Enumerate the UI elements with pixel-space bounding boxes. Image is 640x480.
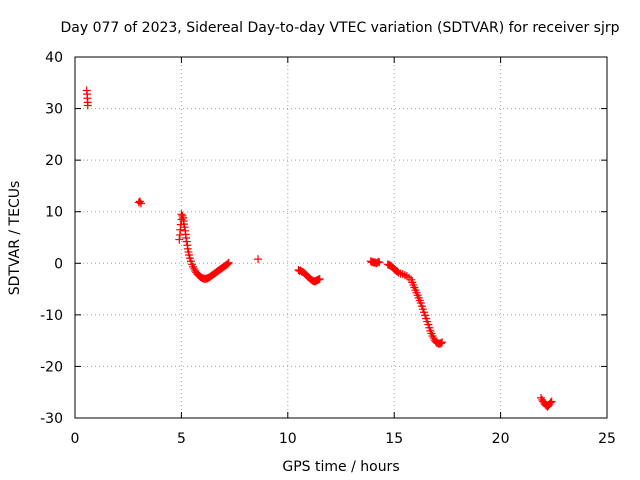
data-point: [547, 397, 556, 406]
chart-title: Day 077 of 2023, Sidereal Day-to-day VTE…: [60, 20, 619, 36]
data-point: [438, 338, 447, 347]
y-tick-label: 0: [54, 256, 63, 272]
y-axis-label: SDTVAR / TECUs: [7, 181, 23, 296]
x-tick-label: 15: [385, 431, 403, 447]
data-point: [428, 332, 437, 341]
y-tick-label: -30: [40, 411, 63, 427]
data-points: [82, 86, 556, 411]
data-point: [180, 223, 189, 232]
x-tick-label: 0: [71, 431, 80, 447]
y-tick-label: -10: [40, 308, 63, 324]
x-axis-label: GPS time / hours: [282, 459, 399, 475]
x-tick-label: 25: [598, 431, 616, 447]
data-point: [189, 262, 198, 271]
y-tick-label: -20: [40, 359, 63, 375]
y-tick-labels: -30 -20 -10 0 10 20 30 40: [40, 50, 63, 427]
data-point: [546, 398, 555, 407]
y-tick-label: 30: [45, 102, 63, 118]
x-tick-labels: 0 5 10 15 20 25: [71, 431, 616, 447]
data-point: [136, 199, 145, 208]
data-point: [224, 258, 233, 267]
x-tick-label: 20: [492, 431, 510, 447]
data-point: [315, 275, 324, 284]
data-point: [437, 339, 446, 348]
data-point: [135, 197, 144, 206]
data-point: [134, 198, 143, 207]
data-point: [223, 260, 232, 269]
y-tick-label: 20: [45, 153, 63, 169]
data-point: [254, 255, 263, 264]
axis-ticks: [74, 56, 608, 419]
data-point: [175, 235, 184, 244]
plot-frame: [74, 56, 608, 419]
data-point: [177, 210, 186, 219]
data-point: [182, 234, 191, 243]
grid: [75, 57, 607, 418]
x-tick-label: 10: [279, 431, 297, 447]
data-point: [182, 237, 191, 246]
x-tick-label: 5: [177, 431, 186, 447]
data-point: [83, 101, 92, 110]
data-point: [178, 211, 187, 220]
data-point: [375, 258, 384, 267]
y-tick-label: 40: [45, 50, 63, 66]
y-tick-label: 10: [45, 205, 63, 221]
